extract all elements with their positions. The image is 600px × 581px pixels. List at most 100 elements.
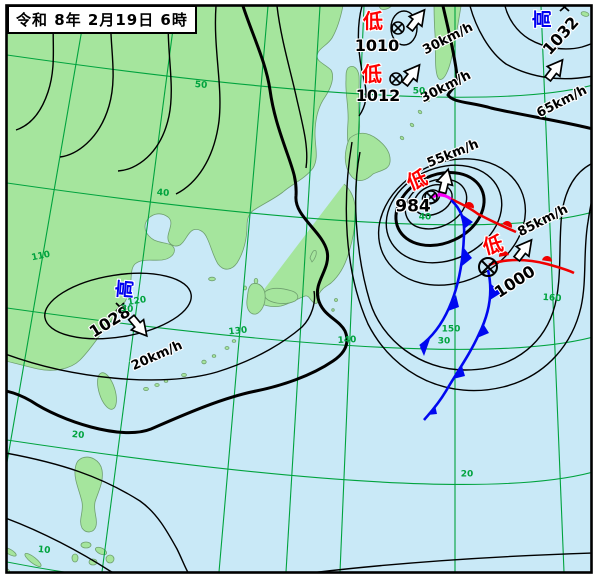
warm-marker xyxy=(499,251,509,257)
coastline-asia-continent xyxy=(7,6,344,371)
island xyxy=(80,541,92,549)
cold-marker xyxy=(462,248,472,266)
isobar xyxy=(7,517,114,572)
latitude-line-50n xyxy=(7,54,591,98)
isobar xyxy=(44,272,192,340)
cold-marker xyxy=(448,295,459,311)
longitude-line-160e xyxy=(540,6,565,572)
longitude-line-140e xyxy=(339,6,365,572)
coastline-kamchatka xyxy=(433,6,462,80)
longitude-line-110e xyxy=(7,6,87,466)
island xyxy=(334,298,338,302)
island xyxy=(224,346,230,350)
isobar xyxy=(7,452,189,572)
island xyxy=(105,554,115,564)
longitude-label: 140 xyxy=(337,335,357,346)
island xyxy=(211,354,217,358)
high-center-symbol-1028 xyxy=(115,302,125,312)
isobar-thick xyxy=(394,171,486,247)
low-symbol-label: 低 xyxy=(362,62,382,86)
isobar xyxy=(413,184,453,216)
arrow-ne-1012 xyxy=(400,63,421,88)
island xyxy=(181,372,187,377)
cold-marker xyxy=(453,366,465,379)
high-center-symbol-1032 xyxy=(559,6,570,12)
occluded-front xyxy=(431,193,452,201)
coastline-kyushu xyxy=(246,283,266,315)
cold-marker xyxy=(490,284,501,300)
isobar-thick xyxy=(441,6,591,131)
island xyxy=(24,553,42,567)
isobars xyxy=(7,6,591,572)
latitude-label: 40 xyxy=(156,188,170,199)
movement-arrows xyxy=(127,8,564,338)
latitude-line-10n xyxy=(7,561,68,572)
island xyxy=(208,276,216,282)
cold-marker xyxy=(477,325,489,338)
island xyxy=(417,109,423,115)
isobar xyxy=(276,6,308,169)
isobar xyxy=(404,178,468,230)
arrow-se-1028 xyxy=(127,314,148,338)
island xyxy=(71,553,79,563)
low-center-symbol-1000 xyxy=(478,257,498,277)
cold-marker xyxy=(427,405,437,415)
warm-front-markers xyxy=(464,202,512,229)
latitude-label: 30 xyxy=(437,336,451,347)
island xyxy=(143,386,149,391)
isobar xyxy=(345,141,591,392)
cold-marker xyxy=(460,213,473,229)
coastline-hokkaido xyxy=(344,132,391,181)
isobar xyxy=(312,552,591,572)
latitude-label: 40 xyxy=(418,212,432,223)
arrow-n-984 xyxy=(435,167,454,195)
cold-front-west-markers xyxy=(420,213,473,356)
latitude-label: 50 xyxy=(194,80,208,91)
isobar xyxy=(390,10,418,46)
island xyxy=(154,383,160,387)
chart-date-title: 令和 8年 2月19日 6時 xyxy=(7,5,197,34)
high-symbol-label: 高 xyxy=(531,9,554,29)
warm-marker xyxy=(464,202,474,209)
coastline-luzon xyxy=(74,456,103,533)
low-symbol-label: 低 xyxy=(363,9,383,33)
arrow-ne-1010 xyxy=(405,8,426,33)
cold-front-east-markers xyxy=(427,284,501,415)
latitude-label: 20 xyxy=(460,469,474,480)
low-pressure-value: 1012 xyxy=(355,86,401,105)
isobar xyxy=(357,6,367,117)
low-pressure-value: 1010 xyxy=(354,36,400,55)
isobar xyxy=(377,158,527,286)
low-center-symbol-1012 xyxy=(389,72,403,86)
isobar xyxy=(355,151,591,371)
isobar xyxy=(117,6,172,172)
island xyxy=(88,558,98,566)
warm-marker xyxy=(502,221,512,229)
longitude-label: 160 xyxy=(542,292,562,305)
island xyxy=(580,11,590,17)
coastline-sakhalin-tip xyxy=(378,6,393,10)
fronts xyxy=(419,190,575,421)
low-pressure-value: 984 xyxy=(395,196,431,217)
latitude-label: 10 xyxy=(37,544,51,557)
island xyxy=(399,135,405,141)
isobar xyxy=(504,6,591,50)
map-frame xyxy=(5,4,593,574)
island xyxy=(231,339,237,343)
island xyxy=(331,308,335,312)
island xyxy=(409,122,415,128)
latitude-line-30n xyxy=(7,307,591,350)
isobar-thick xyxy=(7,6,349,434)
warm-marker xyxy=(542,256,552,262)
latitude-label: 20 xyxy=(71,429,85,442)
island xyxy=(95,546,107,556)
isobar xyxy=(7,290,316,381)
low-center-symbol-1010 xyxy=(391,21,405,35)
coastline-noto xyxy=(309,250,317,263)
cold-marker xyxy=(420,339,430,356)
longitude-line-130e xyxy=(218,6,269,572)
warm-front-east xyxy=(488,258,575,275)
longitude-line-135e xyxy=(285,6,321,572)
